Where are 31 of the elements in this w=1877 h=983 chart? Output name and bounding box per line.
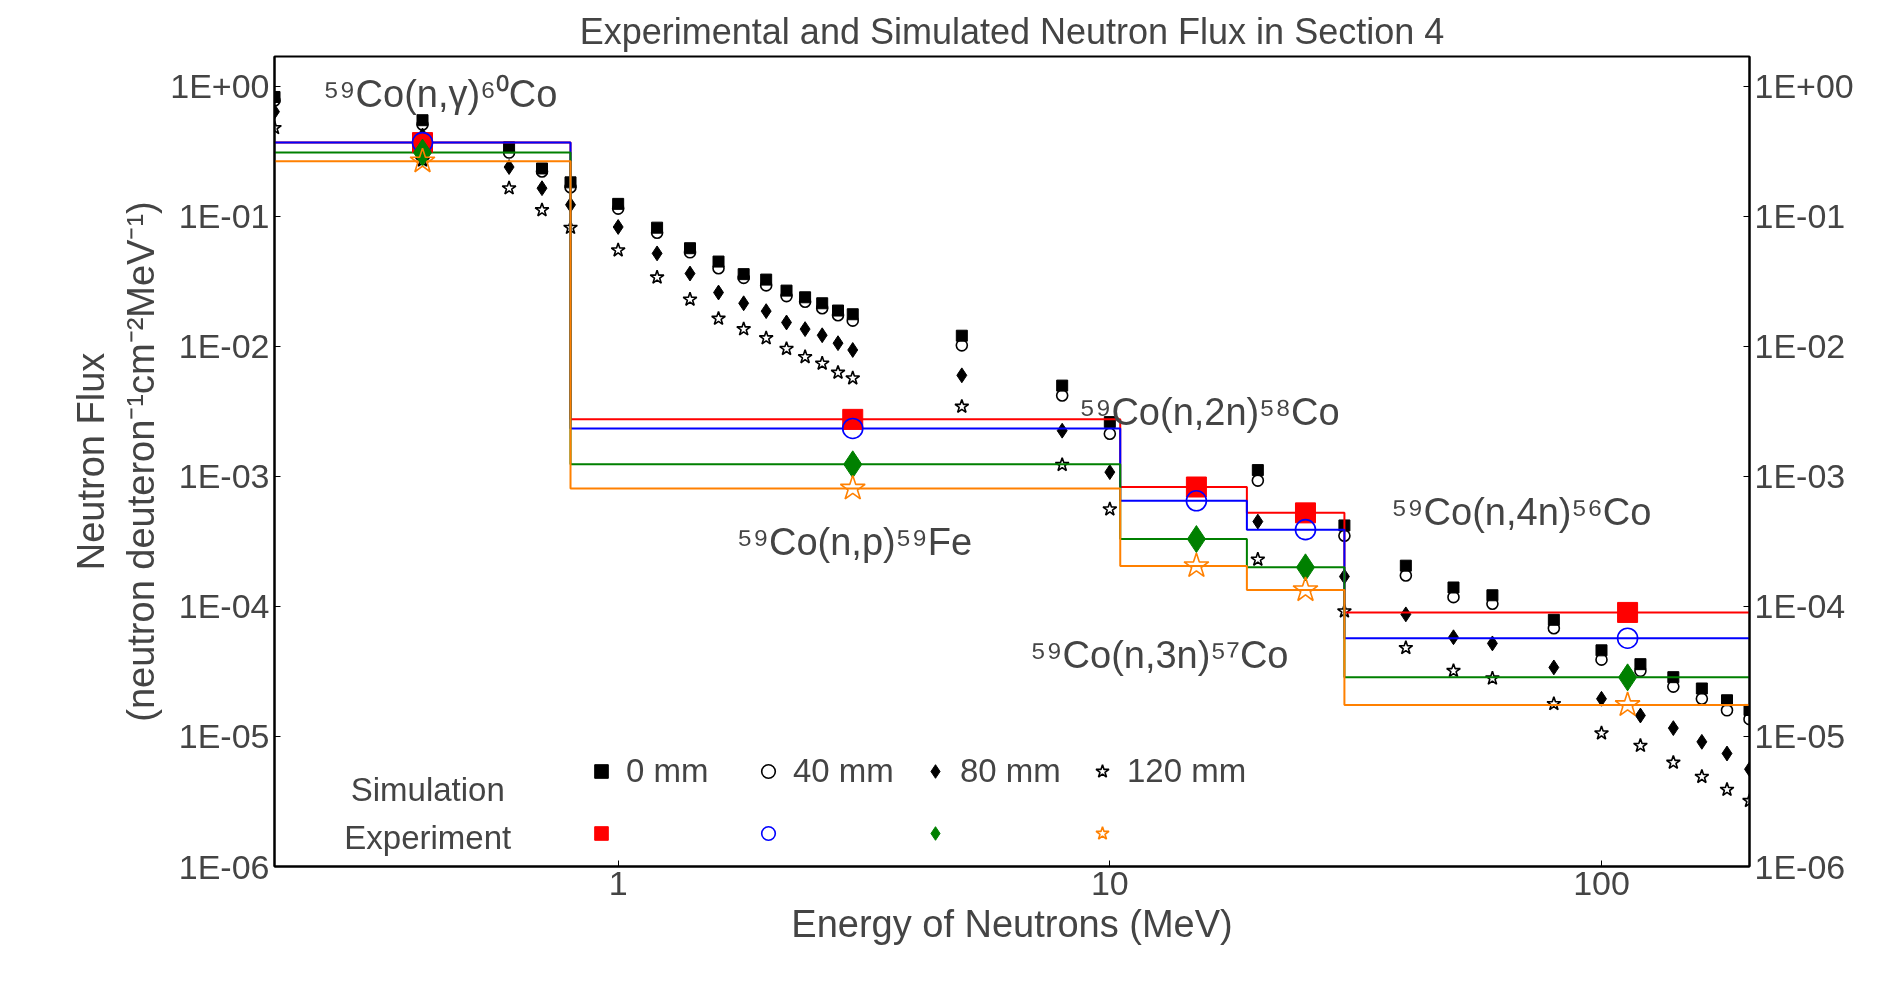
x-tick-label: 10 [1090, 863, 1129, 902]
legend-label: 80 mm [960, 752, 1062, 790]
text: 1E-06 [178, 847, 270, 886]
x-tick-label: 1 [608, 863, 628, 902]
y-tick-label: 1E+00 [1754, 67, 1854, 106]
annotation: ⁵⁹Co(n,p)⁵⁹Fe [736, 520, 973, 563]
y-tick-label: 1E-03 [1754, 457, 1846, 496]
y-tick-label: 1E-05 [1754, 717, 1846, 756]
chart-title: Experimental and Simulated Neutron Flux in Section 4 [579, 10, 1445, 52]
text: 1E-01 [178, 197, 270, 236]
y-tick-label: 1E-01 [1754, 197, 1846, 236]
text: 1E-03 [178, 457, 270, 496]
text: 1E-02 [178, 327, 270, 366]
y-tick-label: 1E-04 [1754, 587, 1846, 626]
annotation: ⁵⁹Co(n,3n)⁵⁷Co [1030, 633, 1289, 676]
y-axis-title: Neutron Flux (neutron deuteron⁻¹cm⁻²MeV⁻¹) [69, 201, 163, 722]
annotation: ⁵⁹Co(n,γ)⁶⁰Co [323, 72, 558, 115]
annotation: Simulation [350, 771, 505, 809]
y-tick-label: 1E-06 [1754, 847, 1846, 886]
y-tick-label: 1E-02 [1754, 327, 1846, 366]
annotation: ⁵⁹Co(n,4n)⁵⁶Co [1391, 490, 1652, 533]
x-axis-title: Energy of Neutrons (MeV) [791, 902, 1233, 945]
legend-label: 0 mm [626, 752, 710, 790]
annotation: ⁵⁹Co(n,2n)⁵⁸Co [1079, 390, 1340, 433]
x-tick-label: 100 [1573, 863, 1630, 902]
text: 1E-04 [178, 587, 270, 626]
annotation: Experiment [344, 818, 512, 856]
legend-label: 120 mm [1127, 752, 1247, 790]
text: 1E-05 [178, 717, 270, 756]
text: 1E+00 [170, 67, 270, 106]
legend-label: 40 mm [793, 752, 895, 790]
